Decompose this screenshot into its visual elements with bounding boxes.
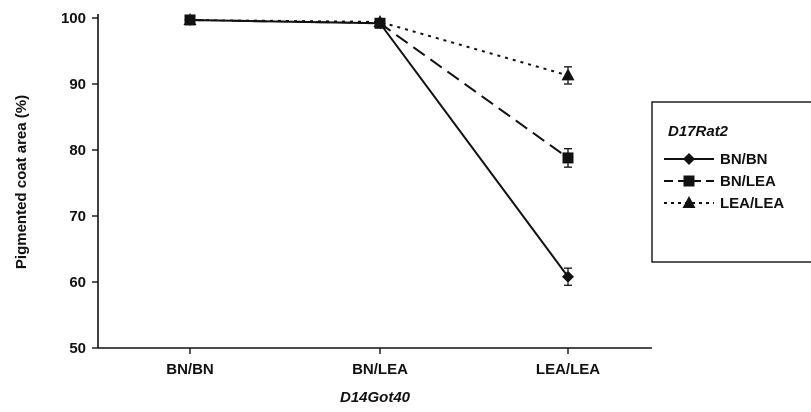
legend-marker — [682, 196, 696, 208]
x-tick-label: BN/BN — [166, 361, 214, 378]
series-bn-lea — [184, 14, 574, 168]
x-ticks: BN/BN BN/LEA LEA/LEA — [166, 348, 600, 378]
legend-marker — [683, 153, 695, 165]
data-point — [373, 14, 387, 27]
legend-title: D17Rat2 — [668, 123, 729, 140]
legend-label: LEA/LEA — [720, 195, 784, 212]
series-lea-lea — [183, 12, 575, 85]
x-tick-label: BN/LEA — [352, 361, 408, 378]
y-tick-label: 50 — [69, 340, 86, 357]
legend-label: BN/BN — [720, 151, 768, 168]
y-tick-label: 80 — [69, 142, 86, 159]
legend: D17Rat2 BN/BN BN/LEA LEA/LEA — [651, 101, 811, 263]
x-tick-label: LEA/LEA — [536, 361, 600, 378]
y-tick-label: 100 — [61, 10, 86, 27]
series-bn-bn — [184, 13, 574, 286]
legend-marker — [683, 175, 695, 187]
series-line — [189, 18, 569, 77]
series-line — [189, 18, 569, 278]
series-layer — [183, 12, 575, 286]
y-tick-label: 70 — [69, 208, 86, 225]
series-line — [189, 18, 569, 159]
axes — [97, 14, 652, 349]
data-point — [183, 12, 197, 25]
y-ticks: 100 90 80 70 60 50 — [61, 10, 98, 357]
data-point — [562, 152, 574, 164]
data-point — [562, 270, 574, 283]
legend-entries: BN/BN BN/LEA LEA/LEA — [664, 151, 784, 212]
y-axis-title: Pigmented coat area (%) — [13, 95, 30, 269]
data-point — [561, 68, 575, 81]
x-axis-title: D14Got40 — [340, 389, 411, 406]
legend-label: BN/LEA — [720, 173, 776, 190]
y-tick-label: 60 — [69, 274, 86, 291]
y-tick-label: 90 — [69, 76, 86, 93]
